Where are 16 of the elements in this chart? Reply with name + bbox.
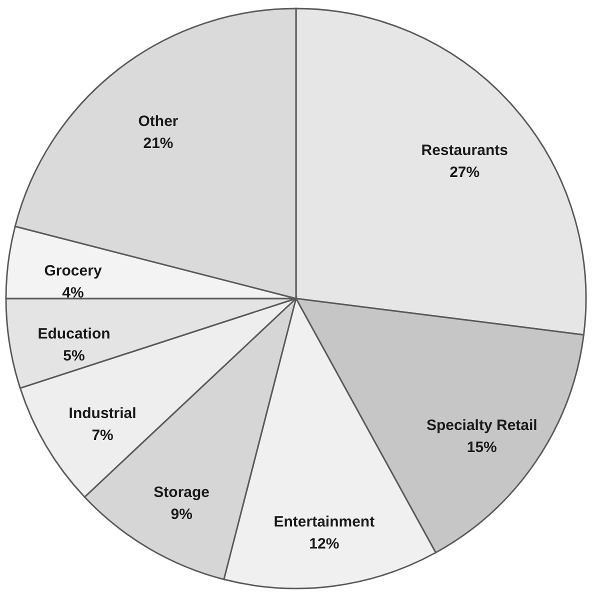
data-label: 27% xyxy=(450,164,480,181)
data-label: 5% xyxy=(63,348,85,365)
data-label: 15% xyxy=(466,438,497,456)
data-label: 21% xyxy=(143,134,174,152)
data-label: 7% xyxy=(92,426,114,444)
data-label: 4% xyxy=(62,284,84,302)
slice-label: Entertainment xyxy=(274,513,375,530)
slice-label: Education xyxy=(38,326,110,343)
slice-label: Other xyxy=(138,112,178,130)
slice-label: Industrial xyxy=(68,404,136,422)
slice-label: Storage xyxy=(154,484,210,501)
slice-label: Restaurants xyxy=(421,142,508,159)
slice-label: Grocery xyxy=(44,262,102,280)
data-label: 12% xyxy=(309,535,340,552)
slice-label: Specialty Retail xyxy=(426,416,538,434)
data-label: 9% xyxy=(170,506,192,523)
